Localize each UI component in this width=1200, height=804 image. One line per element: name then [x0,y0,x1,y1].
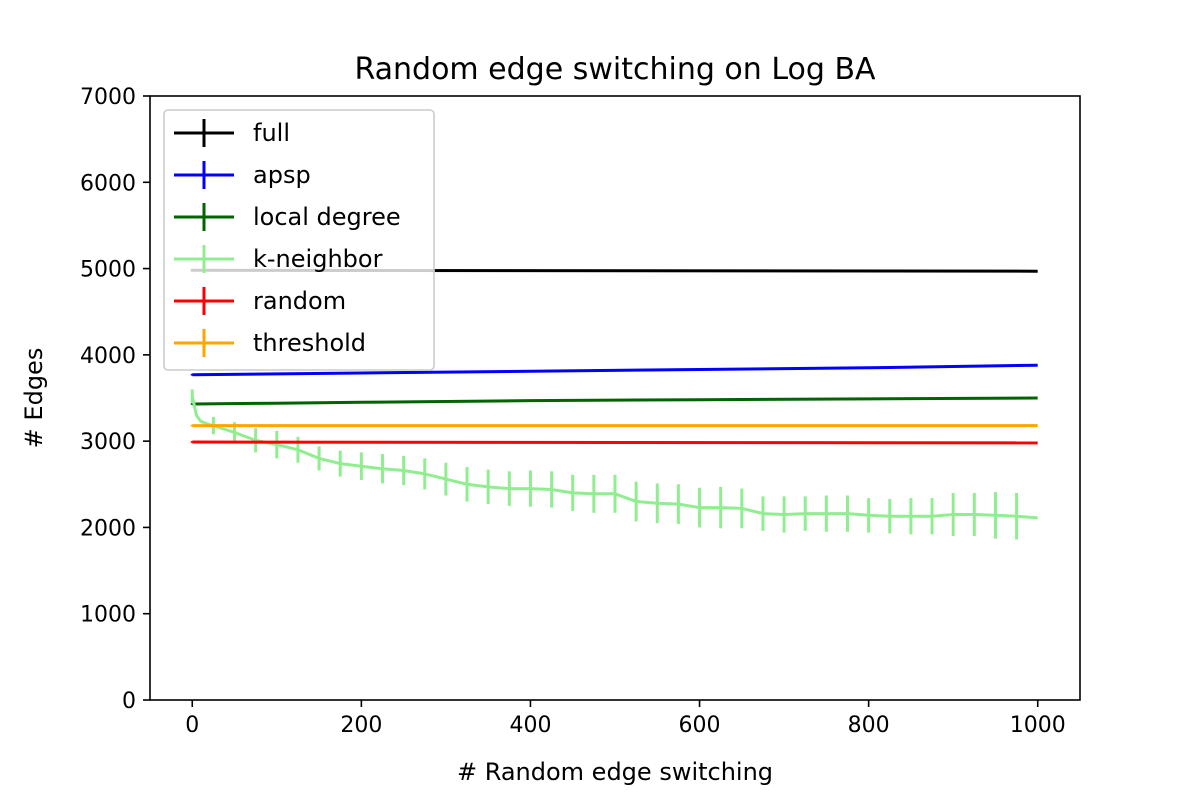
y-tick-label: 1000 [80,603,136,628]
x-axis-label: # Random edge switching [457,758,773,786]
x-tick-label: 800 [848,713,890,738]
series-random [190,440,1038,445]
chart-title: Random edge switching on Log BA [354,52,876,87]
y-axis-label: # Edges [20,348,48,449]
y-tick-label: 6000 [80,171,136,196]
legend-label: local degree [253,203,401,231]
series-line-apsp [192,363,1038,377]
x-axis-ticks: 0 200 400 600 800 1000 [185,700,1066,738]
legend-item: k-neighbor [174,245,383,273]
legend-item: threshold [174,329,366,357]
x-tick-label: 200 [340,713,382,738]
x-tick-label: 0 [185,713,199,738]
legend-label: apsp [253,161,311,189]
series-line-k-neighbor [190,395,1038,520]
legend-label: k-neighbor [253,245,383,273]
x-tick-label: 600 [679,713,721,738]
y-tick-label: 4000 [80,344,136,369]
legend: full apsp local degree k-neighbor random thre… [163,109,435,371]
y-tick-label: 2000 [80,516,136,541]
legend-item: apsp [174,161,311,189]
legend-label: random [253,287,346,315]
series-line-random [192,440,1038,445]
x-tick-label: 400 [509,713,551,738]
legend-item: random [174,287,346,315]
y-axis-ticks: 0 1000 2000 3000 4000 5000 6000 7000 [80,85,150,714]
y-tick-label: 3000 [80,430,136,455]
legend-item: full [174,119,290,147]
series-apsp [190,363,1038,377]
legend-label: full [253,119,290,147]
plot-area-frame [149,95,1081,701]
series-local-degree [190,396,1038,406]
y-tick-label: 0 [122,689,136,714]
y-tick-label: 5000 [80,258,136,283]
y-tick-label: 7000 [80,85,136,110]
x-tick-label: 1000 [1010,713,1066,738]
series-k-neighbor [190,389,1038,540]
series-threshold [190,424,1038,428]
legend-item: local degree [174,203,401,231]
legend-label: threshold [253,329,366,357]
series-line-local-degree [192,396,1038,406]
